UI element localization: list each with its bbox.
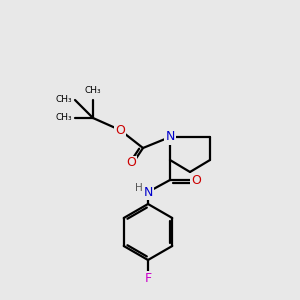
Text: O: O (115, 124, 125, 136)
Text: F: F (144, 272, 152, 284)
Text: CH₃: CH₃ (56, 95, 72, 104)
Text: O: O (191, 173, 201, 187)
Text: N: N (143, 185, 153, 199)
Text: H: H (135, 183, 143, 193)
Text: N: N (165, 130, 175, 143)
Text: CH₃: CH₃ (85, 86, 101, 95)
Text: CH₃: CH₃ (56, 113, 72, 122)
Text: O: O (126, 157, 136, 169)
